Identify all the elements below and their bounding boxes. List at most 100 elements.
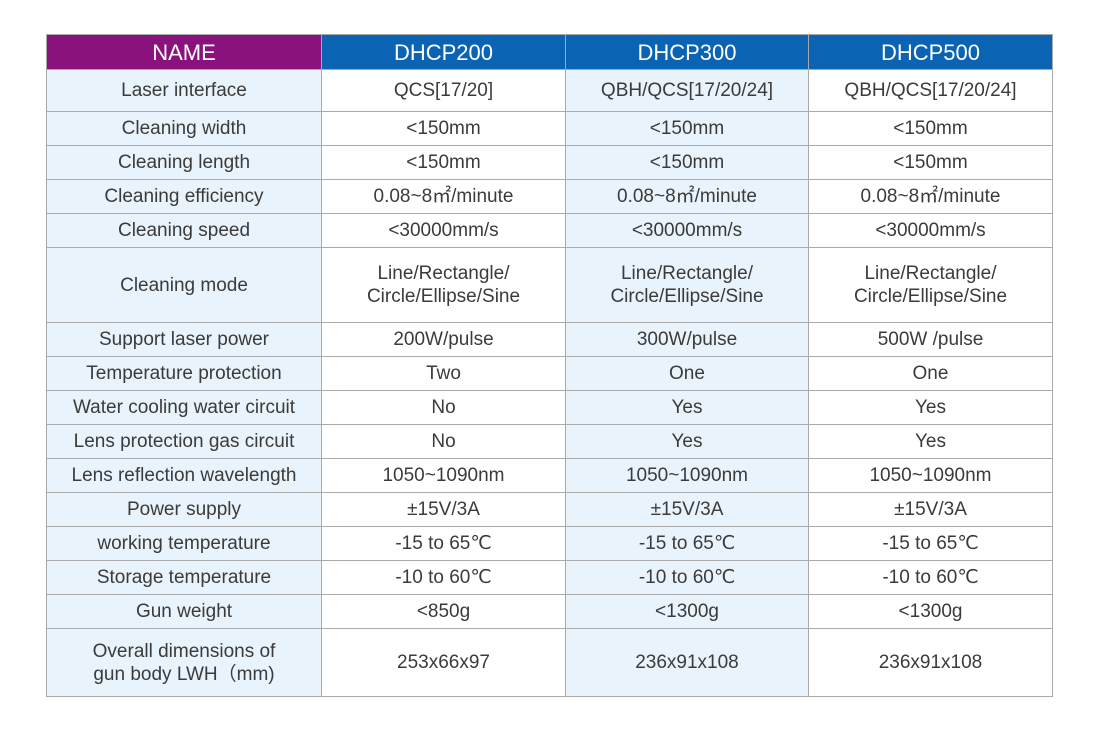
spec-value: 0.08~8㎡/minute	[565, 179, 809, 214]
spec-value: No	[321, 424, 566, 459]
spec-label-text: Cleaning speed	[117, 220, 251, 241]
spec-value-text: <150mm	[893, 152, 968, 173]
spec-value: Two	[321, 356, 566, 391]
spec-label: Storage temperature	[46, 560, 322, 595]
spec-label-text: Overall dimensions of	[92, 640, 276, 662]
spec-label: Cleaning length	[46, 145, 322, 180]
spec-label: Cleaning mode	[46, 247, 322, 323]
spec-value: <150mm	[565, 145, 809, 180]
spec-value: One	[808, 356, 1053, 391]
spec-label-text: Laser interface	[121, 80, 247, 101]
spec-value-text: Yes	[671, 431, 703, 452]
spec-value-text: <1300g	[898, 601, 963, 622]
spec-label-text: Gun weight	[135, 601, 233, 622]
spec-label-text: Water cooling water circuit	[72, 397, 296, 418]
spec-label-text: Cleaning mode	[120, 274, 248, 296]
table-row: Cleaning mode Line/Rectangle/Circle/Ellip…	[46, 247, 1053, 323]
spec-value-text: QBH/QCS[17/20/24]	[844, 80, 1017, 101]
spec-label-text: Storage temperature	[96, 567, 272, 588]
spec-label: Cleaning efficiency	[46, 179, 322, 214]
spec-value-text: 500W /pulse	[877, 329, 984, 350]
spec-value-text: <150mm	[649, 118, 725, 139]
spec-value-text: Line/Rectangle/	[620, 263, 754, 284]
spec-label: Lens reflection wavelength	[46, 458, 322, 493]
spec-value-text: Circle/Ellipse/Sine	[853, 286, 1008, 307]
spec-value-text: <30000mm/s	[388, 220, 499, 241]
spec-table: NAME DHCP200 DHCP300 DHCP500 Laser inter…	[46, 34, 1053, 697]
spec-value: 236x91x108	[565, 628, 809, 697]
spec-label: Support laser power	[46, 322, 322, 357]
spec-body: Laser interface QCS[17/20] QBH/QCS[17/20/2…	[46, 69, 1053, 697]
spec-value-text: ±15V/3A	[650, 499, 724, 520]
spec-label: Lens protection gas circuit	[46, 424, 322, 459]
spec-value-text: -10 to 60℃	[395, 567, 492, 588]
spec-value: <30000mm/s	[565, 213, 809, 248]
spec-label-text: Lens reflection wavelength	[71, 465, 297, 486]
spec-value-text: 236x91x108	[635, 652, 739, 673]
table-row: Temperature protection Two One One	[46, 356, 1053, 391]
spec-value: 300W/pulse	[565, 322, 809, 357]
table-row: Cleaning efficiency 0.08~8㎡/minute 0.08~8㎡…	[46, 179, 1053, 214]
spec-value: -15 to 65℃	[808, 526, 1053, 561]
spec-value-text: 0.08~8㎡/minute	[373, 186, 514, 207]
spec-value-text: <150mm	[406, 118, 481, 139]
spec-label-text: gun body LWH（mm)	[93, 663, 275, 685]
spec-value-text: <150mm	[406, 152, 481, 173]
spec-label-text: Cleaning efficiency	[104, 186, 264, 207]
spec-label-text: working temperature	[97, 533, 271, 554]
spec-value-text: Yes	[671, 397, 703, 418]
spec-value-text: <150mm	[893, 118, 968, 139]
spec-value: <150mm	[321, 111, 566, 146]
spec-value: No	[321, 390, 566, 425]
spec-value: 500W /pulse	[808, 322, 1053, 357]
spec-label-text: Power supply	[126, 499, 242, 520]
spec-label-text: Cleaning length	[117, 152, 251, 173]
spec-value: Yes	[808, 424, 1053, 459]
spec-label: Temperature protection	[46, 356, 322, 391]
spec-label-text: Temperature protection	[86, 363, 282, 384]
spec-value: ±15V/3A	[808, 492, 1053, 527]
spec-value: <150mm	[321, 145, 566, 180]
spec-value: 253x66x97	[321, 628, 566, 697]
spec-value-text: Yes	[915, 431, 946, 452]
table-row: Cleaning width <150mm <150mm <150mm	[46, 111, 1053, 146]
spec-label: Gun weight	[46, 594, 322, 629]
spec-value: 0.08~8㎡/minute	[321, 179, 566, 214]
spec-value-text: 0.08~8㎡/minute	[860, 186, 1001, 207]
spec-value-text: QBH/QCS[17/20/24]	[600, 80, 774, 101]
spec-value: 200W/pulse	[321, 322, 566, 357]
table-row: working temperature -15 to 65℃ -15 to 65℃ -…	[46, 526, 1053, 561]
spec-value-text: 1050~1090nm	[869, 465, 992, 486]
spec-value-text: Circle/Ellipse/Sine	[610, 286, 764, 307]
spec-value: <150mm	[808, 145, 1053, 180]
spec-value: <850g	[321, 594, 566, 629]
spec-value: -15 to 65℃	[321, 526, 566, 561]
spec-label: working temperature	[46, 526, 322, 561]
spec-value: 0.08~8㎡/minute	[808, 179, 1053, 214]
spec-value-text: -10 to 60℃	[638, 567, 736, 588]
spec-value-text: QCS[17/20]	[393, 80, 494, 101]
spec-value: Line/Rectangle/Circle/Ellipse/Sine	[321, 247, 566, 323]
spec-value-text: One	[669, 363, 705, 384]
spec-value: 1050~1090nm	[808, 458, 1053, 493]
spec-value-text: Circle/Ellipse/Sine	[366, 286, 521, 307]
spec-value-text: 1050~1090nm	[382, 465, 505, 486]
spec-value: QCS[17/20]	[321, 69, 566, 112]
spec-value: -10 to 60℃	[565, 560, 809, 595]
spec-value: <30000mm/s	[808, 213, 1053, 248]
spec-label: Power supply	[46, 492, 322, 527]
spec-value: Line/Rectangle/Circle/Ellipse/Sine	[808, 247, 1053, 323]
spec-value-text: -15 to 65℃	[882, 533, 979, 554]
spec-value: <1300g	[565, 594, 809, 629]
spec-value: One	[565, 356, 809, 391]
table-row: Laser interface QCS[17/20] QBH/QCS[17/20/2…	[46, 69, 1053, 112]
spec-value-text: 300W/pulse	[636, 329, 738, 350]
spec-label-text: Support laser power	[98, 329, 270, 350]
spec-value-text: Two	[426, 363, 461, 384]
spec-value-text: 1050~1090nm	[625, 465, 749, 486]
spec-value: 1050~1090nm	[565, 458, 809, 493]
table-row: Support laser power 200W/pulse 300W/pulse 5…	[46, 322, 1053, 357]
model-header-dhcp300: DHCP300	[565, 34, 809, 70]
table-row: Lens reflection wavelength 1050~1090nm 105…	[46, 458, 1053, 493]
spec-value-text: 253x66x97	[397, 652, 490, 673]
